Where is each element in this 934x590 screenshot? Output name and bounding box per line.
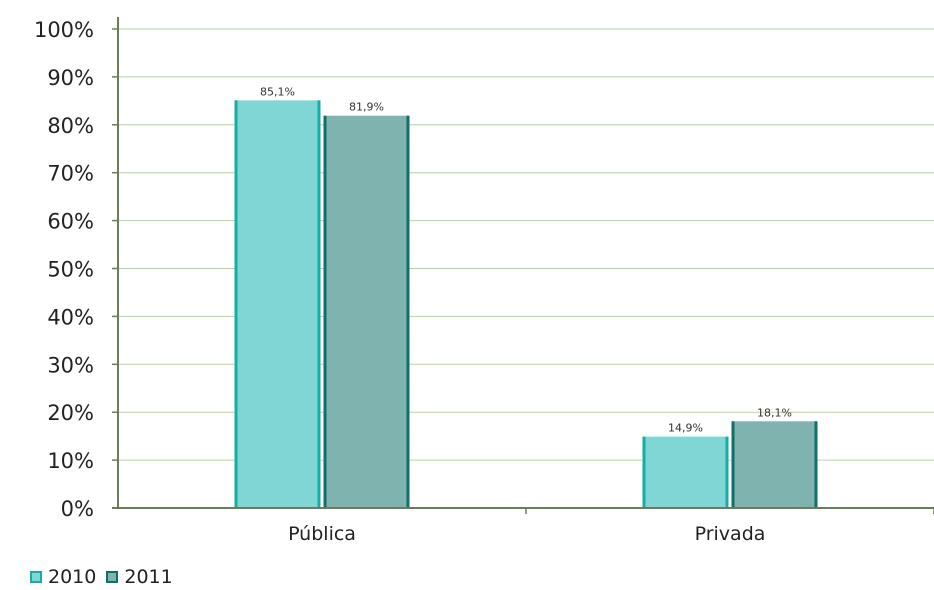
legend-swatch-2011: [106, 571, 119, 583]
legend-swatch-2010: [30, 571, 42, 583]
data-label: 14,9%: [668, 422, 703, 435]
y-tick-label: 80%: [47, 114, 94, 138]
bar-edge-left: [234, 100, 238, 508]
bar-2011-0: [323, 115, 410, 508]
y-tick-label: 50%: [47, 258, 94, 282]
data-label: 18,1%: [757, 406, 792, 419]
bar-edge-left: [731, 421, 735, 508]
bar-edge-right: [814, 421, 818, 508]
bar-edge-right: [725, 436, 729, 508]
bars: [234, 100, 818, 508]
bar-2010-0: [234, 100, 321, 508]
y-tick-label: 30%: [47, 353, 94, 377]
data-labels: 85,1% 81,9% 14,9% 18,1%: [260, 85, 792, 434]
legend-label-2011: 2011: [124, 566, 173, 588]
bar-2011-1: [731, 421, 818, 508]
axes: [112, 17, 934, 514]
y-axis-ticks: 0% 10% 20% 30% 40% 50% 60% 70% 80% 90% 100%: [34, 18, 118, 521]
legend-label-2010: 2010: [48, 566, 97, 588]
category-label: Privada: [695, 523, 766, 545]
category-labels: Pública Privada: [288, 523, 765, 545]
bar-edge-left: [642, 436, 646, 508]
bar-edge-right: [406, 115, 410, 508]
y-tick-label: 90%: [47, 66, 94, 90]
bar-edge-right: [317, 100, 321, 508]
data-label: 81,9%: [349, 101, 384, 114]
y-tick-label: 10%: [47, 449, 94, 473]
bar-2010-1: [642, 436, 729, 508]
data-label: 85,1%: [260, 85, 295, 98]
legend-item-2010: 2010: [30, 566, 96, 588]
y-tick-label: 0%: [61, 497, 94, 521]
y-tick-label: 40%: [47, 305, 94, 329]
bar-edge-left: [323, 115, 327, 508]
y-tick-label: 20%: [47, 401, 94, 425]
legend: 2010 2011: [30, 566, 183, 588]
category-label: Pública: [288, 523, 356, 545]
y-tick-label: 100%: [34, 18, 94, 42]
y-tick-label: 60%: [47, 210, 94, 234]
y-tick-label: 70%: [47, 162, 94, 186]
legend-item-2011: 2011: [106, 566, 173, 588]
